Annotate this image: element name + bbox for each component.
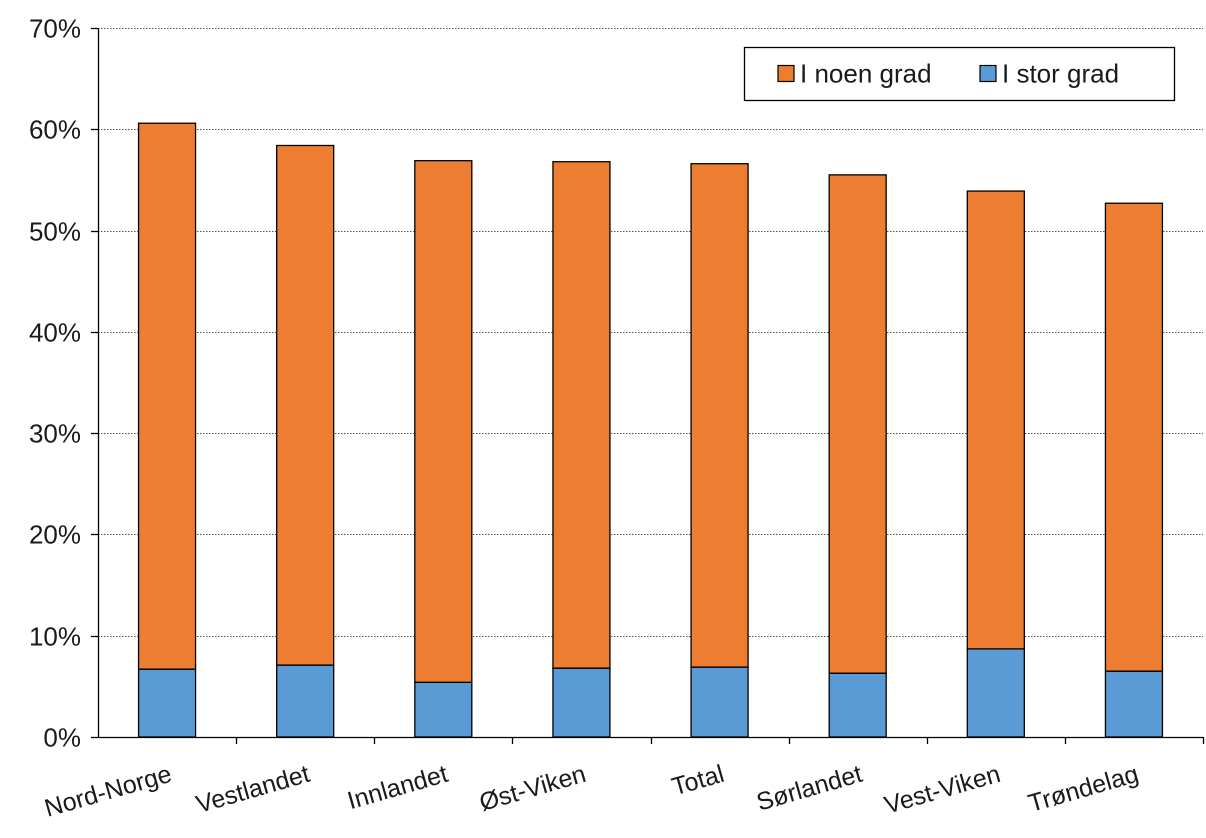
x-category-label: Sørlandet — [753, 760, 865, 817]
bar-segment-i-noen-grad — [828, 174, 887, 674]
legend-label-i-stor-grad: I stor grad — [1002, 59, 1119, 89]
x-category-label: Vestlandet — [193, 760, 313, 819]
bar-segment-i-stor-grad — [137, 668, 197, 738]
y-tick-label: 50% — [29, 217, 81, 247]
bar-segment-i-stor-grad — [690, 666, 749, 738]
y-tick-labels: 0% 10% 20% 30% 40% 50% 60% 70% — [29, 14, 81, 753]
y-tick-label: 40% — [29, 318, 81, 348]
y-tick-label: 20% — [29, 520, 81, 550]
bar-segment-i-stor-grad — [828, 672, 887, 738]
y-tick-label: 70% — [29, 14, 81, 44]
legend-box — [743, 46, 1176, 102]
bar-segment-i-noen-grad — [276, 144, 335, 666]
legend-swatch-i-stor-grad — [979, 64, 997, 83]
bar-segment-i-stor-grad — [1104, 670, 1164, 738]
x-category-label: Vest-Viken — [881, 760, 1003, 820]
legend-label-i-noen-grad: I noen grad — [800, 59, 932, 89]
x-category-label: Nord-Norge — [41, 760, 174, 823]
bar-segment-i-stor-grad — [414, 681, 473, 738]
axes — [91, 27, 1205, 744]
x-category-label: Innlandet — [344, 760, 451, 815]
legend: I noen grad I stor grad — [743, 46, 1176, 102]
y-tick-label: 10% — [29, 622, 81, 652]
x-category-label: Øst-Viken — [476, 760, 589, 817]
x-category-label: Total — [669, 760, 727, 801]
bar-segment-i-stor-grad — [552, 667, 611, 738]
legend-swatch-i-noen-grad — [777, 64, 795, 83]
bars — [137, 122, 1164, 738]
y-tick-label: 60% — [29, 115, 81, 145]
bar-segment-i-noen-grad — [137, 122, 197, 670]
bar-segment-i-stor-grad — [966, 648, 1025, 738]
bar-segment-i-noen-grad — [414, 160, 473, 683]
bar-segment-i-noen-grad — [552, 161, 611, 669]
x-category-labels: Nord-Norge Vestlandet Innlandet Øst-Viken To… — [41, 760, 1141, 823]
y-tick-label: 30% — [29, 419, 81, 449]
bar-segment-i-noen-grad — [690, 163, 749, 668]
gridlines — [98, 28, 1203, 637]
x-category-label: Trøndelag — [1025, 760, 1141, 818]
bar-segment-i-stor-grad — [276, 664, 335, 738]
bar-segment-i-noen-grad — [1104, 202, 1164, 672]
y-tick-label: 0% — [43, 723, 81, 753]
bar-segment-i-noen-grad — [966, 190, 1025, 650]
